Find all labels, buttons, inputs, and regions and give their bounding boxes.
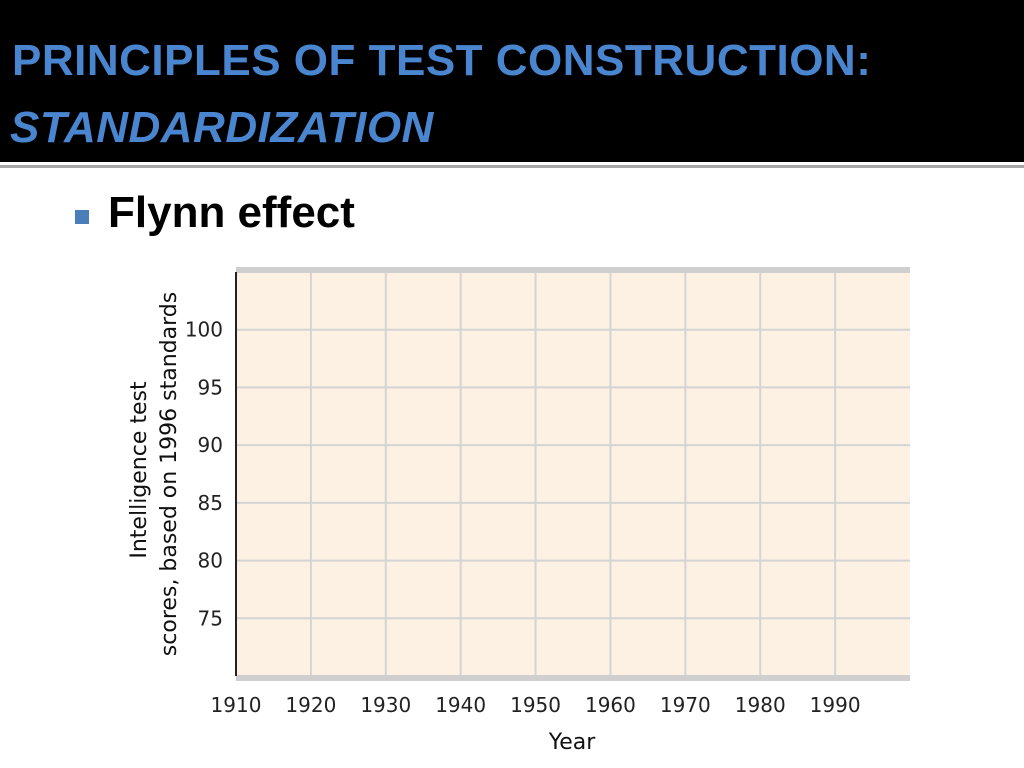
y-tick-label-95: 95	[198, 375, 223, 399]
x-tick-label-1910: 1910	[211, 693, 262, 717]
plot-bottom-border	[236, 675, 910, 681]
x-tick-label-1980: 1980	[735, 693, 786, 717]
x-tick-label-1940: 1940	[435, 693, 486, 717]
y-axis-title-line2: scores, based on 1996 standards	[157, 292, 182, 656]
slide-subtitle: STANDARDIZATION	[10, 103, 434, 152]
y-tick-label-100: 100	[185, 318, 223, 342]
y-tick-label-85: 85	[198, 491, 223, 515]
plot-top-border	[236, 267, 910, 273]
x-tick-label-1930: 1930	[360, 693, 411, 717]
plot-background	[236, 272, 910, 676]
title-bar: PRINCIPLES OF TEST CONSTRUCTION: STANDAR…	[0, 0, 1024, 162]
x-tick-label-1920: 1920	[285, 693, 336, 717]
x-tick-label-1950: 1950	[510, 693, 561, 717]
title-divider	[0, 165, 1024, 168]
y-axis-title-line1: Intelligence test	[127, 381, 152, 559]
x-tick-label-1960: 1960	[585, 693, 636, 717]
bullet-text: Flynn effect	[108, 188, 355, 237]
x-axis-title: Year	[548, 730, 597, 755]
y-tick-label-75: 75	[198, 606, 223, 630]
x-tick-label-1970: 1970	[660, 693, 711, 717]
slide-title: PRINCIPLES OF TEST CONSTRUCTION:	[12, 36, 872, 85]
x-tick-label-1990: 1990	[810, 693, 861, 717]
y-tick-label-80: 80	[198, 549, 223, 573]
y-tick-label-90: 90	[198, 433, 223, 457]
bullet-square-icon	[75, 210, 89, 224]
